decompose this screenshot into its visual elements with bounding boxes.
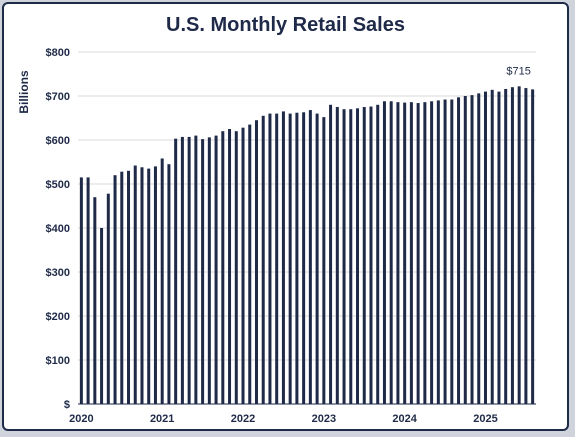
bar [457, 97, 461, 404]
bar [517, 86, 521, 404]
bar [201, 139, 205, 404]
bar [524, 88, 528, 404]
bar [504, 88, 508, 405]
bar [167, 164, 171, 404]
bar [382, 101, 386, 404]
bar [228, 129, 232, 404]
bar [329, 104, 333, 405]
bar [403, 102, 407, 404]
bar [362, 107, 366, 404]
bar [187, 136, 191, 405]
bar [376, 104, 380, 405]
bar [268, 113, 272, 404]
bar [315, 113, 319, 404]
bar [356, 108, 360, 404]
bar [153, 166, 157, 404]
bar [214, 135, 218, 404]
bar [450, 99, 454, 405]
bar [100, 228, 104, 404]
y-tick-label: $300 [46, 267, 70, 279]
bar [470, 95, 474, 405]
x-tick-label: 2025 [473, 413, 497, 425]
bar [120, 171, 124, 404]
bar [281, 111, 285, 405]
bar [221, 131, 225, 404]
bar [79, 177, 83, 404]
y-tick-label: $200 [46, 311, 70, 323]
x-tick-label: 2024 [392, 413, 417, 425]
x-tick-label: 2022 [231, 413, 255, 425]
y-tick-label: $400 [46, 223, 70, 235]
bar [147, 168, 151, 404]
y-tick-label: $700 [46, 91, 70, 103]
bar [248, 124, 252, 404]
bar [194, 135, 198, 404]
bar [396, 102, 400, 404]
y-tick-label: $800 [46, 47, 70, 59]
bar [113, 175, 117, 404]
bar [389, 101, 393, 404]
bar [369, 106, 373, 404]
bar [308, 110, 312, 404]
y-tick-label: $100 [46, 355, 70, 367]
bar [133, 165, 137, 404]
bar [483, 91, 487, 404]
y-tick-label: $ [64, 399, 70, 411]
bar [288, 113, 292, 404]
data-label: $715 [506, 65, 530, 77]
bar [342, 109, 346, 404]
bar [510, 87, 514, 404]
bar [174, 138, 178, 404]
bar [160, 158, 164, 404]
bar [295, 112, 299, 404]
bar [86, 177, 90, 404]
bar [531, 89, 535, 405]
bar [93, 197, 97, 404]
bar [436, 100, 440, 405]
bar [254, 120, 258, 404]
chart-svg: $ $100 $200 $300 $400 $500 $600 $700 $800 2020 202… [46, 47, 536, 425]
bar [335, 107, 339, 404]
bar [302, 112, 306, 404]
bar [207, 137, 211, 405]
bar [261, 115, 265, 405]
bar [241, 127, 245, 405]
bar [477, 93, 481, 405]
x-tick-label: 2021 [150, 413, 174, 425]
bar [443, 99, 447, 405]
y-tick-label: $600 [46, 135, 70, 147]
x-tick-label: 2023 [312, 413, 336, 425]
chart-title: U.S. Monthly Retail Sales [166, 14, 405, 36]
bar [423, 102, 427, 404]
x-tick-label: 2020 [69, 413, 93, 425]
bar [416, 103, 420, 404]
chart-frame: U.S. Monthly Retail Sales Billions $ $100… [2, 2, 569, 431]
y-tick-label: $500 [46, 179, 70, 191]
bar [490, 89, 494, 404]
bar [275, 113, 279, 404]
bar [234, 131, 238, 404]
bar [140, 167, 144, 404]
bar [127, 170, 131, 404]
bar [322, 117, 326, 405]
bar [180, 136, 184, 405]
bar [497, 91, 501, 404]
bar [430, 101, 434, 404]
bar [349, 109, 353, 404]
bar [106, 193, 110, 404]
bar [409, 102, 413, 404]
bar [463, 96, 467, 404]
